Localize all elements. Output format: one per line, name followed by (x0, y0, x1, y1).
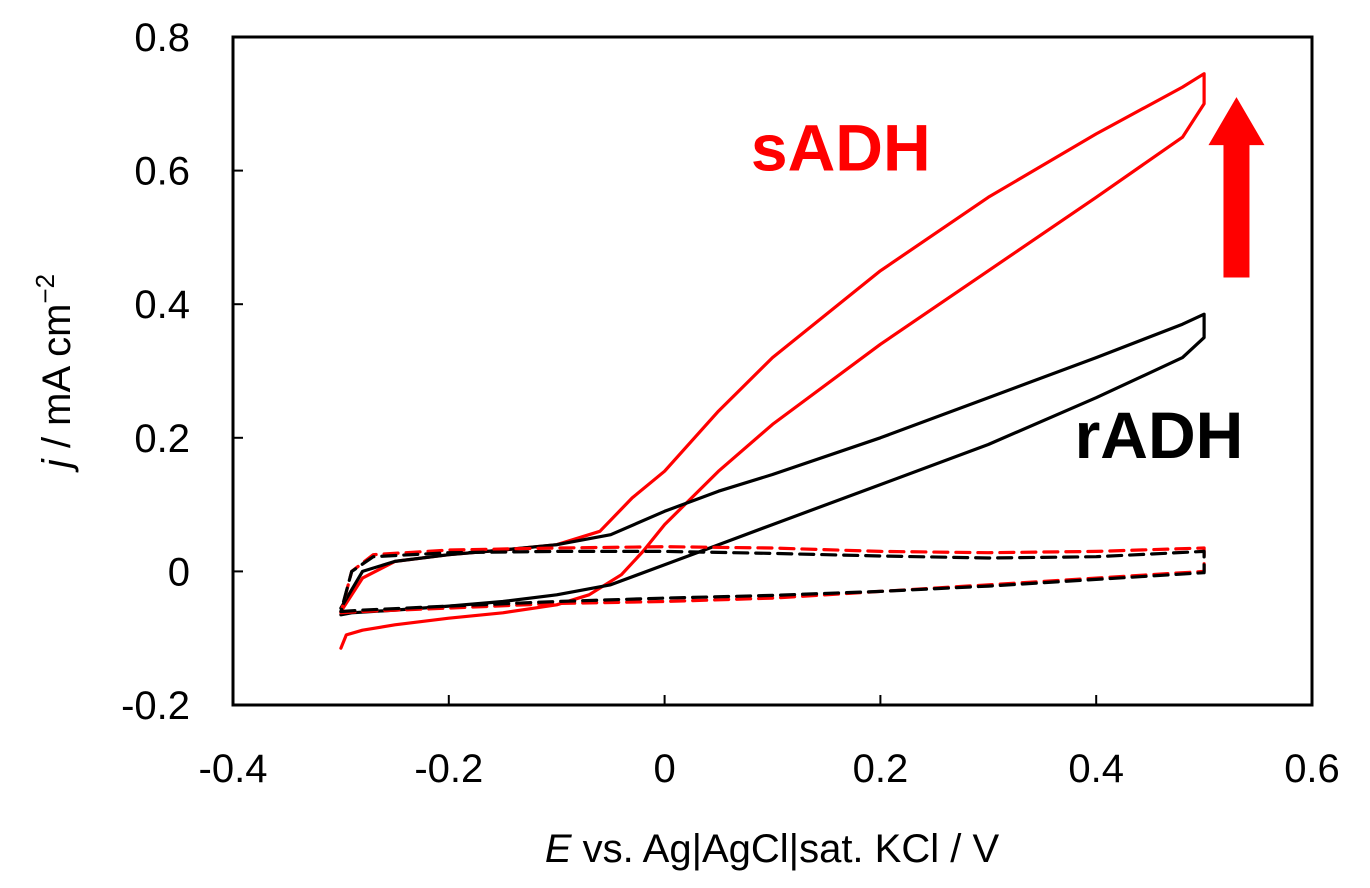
y-axis-title-sup: −2 (30, 274, 60, 304)
x-axis-title-rest: vs. Ag|AgCl|sat. KCl / V (572, 827, 1000, 871)
y-tick-label: 0.6 (134, 150, 190, 194)
x-tick-label: -0.2 (414, 747, 483, 791)
series-line-2 (339, 312, 1206, 617)
y-tick-label: 0.4 (134, 283, 190, 327)
x-tick-label: -0.4 (199, 747, 268, 791)
y-axis-title-rest: / mA cm (35, 304, 79, 460)
x-tick-label: 0.6 (1284, 747, 1340, 791)
y-tick-label: -0.2 (121, 684, 190, 728)
x-axis-title-italic: E (545, 827, 573, 871)
annotation-layer: sADH rADH (751, 97, 1265, 472)
x-axis-title: E vs. Ag|AgCl|sat. KCl / V (545, 827, 1000, 871)
series-line-3 (339, 545, 1206, 615)
plot-frame (231, 35, 1314, 707)
annotation-radh: rADH (1075, 398, 1244, 472)
series-line-4 (339, 549, 1206, 614)
x-tick-label: 0.4 (1068, 747, 1124, 791)
series-line-1 (339, 72, 1206, 650)
x-tick-label: 0 (653, 747, 675, 791)
ticks-layer: -0.4 -0.2 0 0.2 0.4 0.6-0.200.20.40.60.8 (121, 16, 1340, 791)
increase-arrow-icon (1208, 97, 1265, 278)
y-axis-title-italic: j (35, 458, 79, 473)
y-tick-label: 0.8 (134, 16, 190, 60)
y-tick-label: 0 (168, 550, 190, 594)
y-axis-title: j / mA cm−2 (30, 274, 79, 473)
annotation-sadh: sADH (751, 111, 931, 185)
series-layer (339, 72, 1206, 650)
x-tick-label: 0.2 (853, 747, 909, 791)
y-tick-label: 0.2 (134, 417, 190, 461)
